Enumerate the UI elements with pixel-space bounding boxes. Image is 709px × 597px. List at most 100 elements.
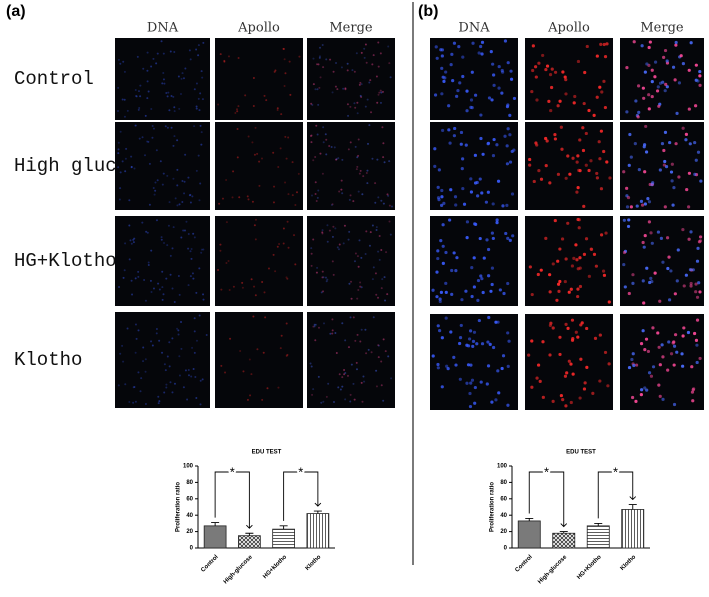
cell-dot [496,320,500,324]
cell-dot [439,48,443,52]
cell-dot [563,75,567,79]
cell-dot [509,77,514,81]
cell-dot [642,143,647,147]
cell-dot [469,98,474,102]
cell-dot [119,130,122,133]
cell-dot [651,365,656,369]
micrograph [115,216,210,306]
cell-dot [199,379,202,382]
cell-dot [339,388,342,391]
cell-dot [171,287,174,290]
cell-dot [537,169,541,173]
cell-dot [365,352,368,355]
cell-dot [349,194,352,197]
cell-dot [285,157,288,160]
cell-dot [480,277,484,281]
cell-dot [347,148,350,151]
cell-dot [189,250,192,253]
cell-dot [134,400,137,403]
cell-dot [256,348,259,351]
cell-dot [481,152,485,156]
cell-dot [169,381,172,384]
cell-dot [479,274,483,278]
micrograph [215,38,303,120]
cell-dot [124,383,127,386]
cell-dot [637,168,641,172]
cell-dot [117,148,120,151]
cell-dot [473,222,477,226]
x-tick-label: HG+klotho [262,554,288,580]
cell-dot [662,55,666,60]
y-tick-label: 100 [183,464,194,470]
cell-dot [462,202,467,206]
micrograph-bg [620,314,704,410]
cell-dot [634,399,638,404]
cell-dot [506,403,510,407]
cell-dot [438,329,442,333]
cell-dot [673,333,678,337]
cell-dot [133,167,136,170]
cell-dot [458,377,462,381]
cell-dot [382,156,385,159]
cell-dot [121,160,124,163]
cell-dot [229,337,232,340]
cell-dot [503,39,508,43]
cell-dot [655,89,660,93]
cell-dot [677,175,681,179]
cell-dot [684,132,689,137]
cell-dot [244,94,247,97]
cell-dot [440,188,444,193]
cell-dot [123,115,126,118]
cell-dot [155,149,158,152]
cell-dot [273,185,276,188]
micrograph-bg [525,122,613,210]
cell-dot [371,157,374,160]
y-tick-label: 20 [500,529,507,535]
cell-dot [171,391,174,394]
cell-dot [659,236,664,240]
cell-dot [661,260,665,264]
micrograph [307,122,395,210]
cell-dot [341,385,344,388]
micrograph-bg [307,38,395,120]
error-bar [628,504,637,510]
cell-dot [280,113,283,116]
cell-dot [676,248,680,252]
cell-dot [293,234,296,237]
cell-dot [584,237,589,241]
cell-dot [247,135,250,138]
cell-dot [661,397,665,401]
cell-dot [360,328,363,331]
cell-dot [626,195,631,200]
cell-dot [146,140,149,143]
cell-dot [365,171,368,174]
cell-dot [147,90,150,93]
cell-dot [375,228,378,231]
cell-dot [198,314,201,317]
cell-dot [154,181,157,184]
cell-dot [378,234,381,237]
cell-dot [390,377,393,380]
cell-dot [469,177,473,181]
cell-dot [647,107,651,111]
cell-dot [177,333,180,336]
cell-dot [356,297,359,300]
x-tick-label: High-glucose [223,554,255,586]
cell-dot [282,47,285,50]
cell-dot [317,189,320,192]
cell-dot [698,83,702,87]
cell-dot [359,81,362,84]
cell-dot [182,77,185,80]
column-header: Merge [640,21,684,36]
cell-dot [349,105,352,108]
cell-dot [260,157,263,160]
cell-dot [312,325,315,328]
cell-dot [670,179,674,183]
cell-dot [640,388,644,392]
cell-dot [372,54,375,57]
cell-dot [146,51,149,54]
cell-dot [340,188,343,191]
cell-dot [578,138,582,142]
cell-dot [362,375,365,378]
cell-dot [389,76,392,79]
